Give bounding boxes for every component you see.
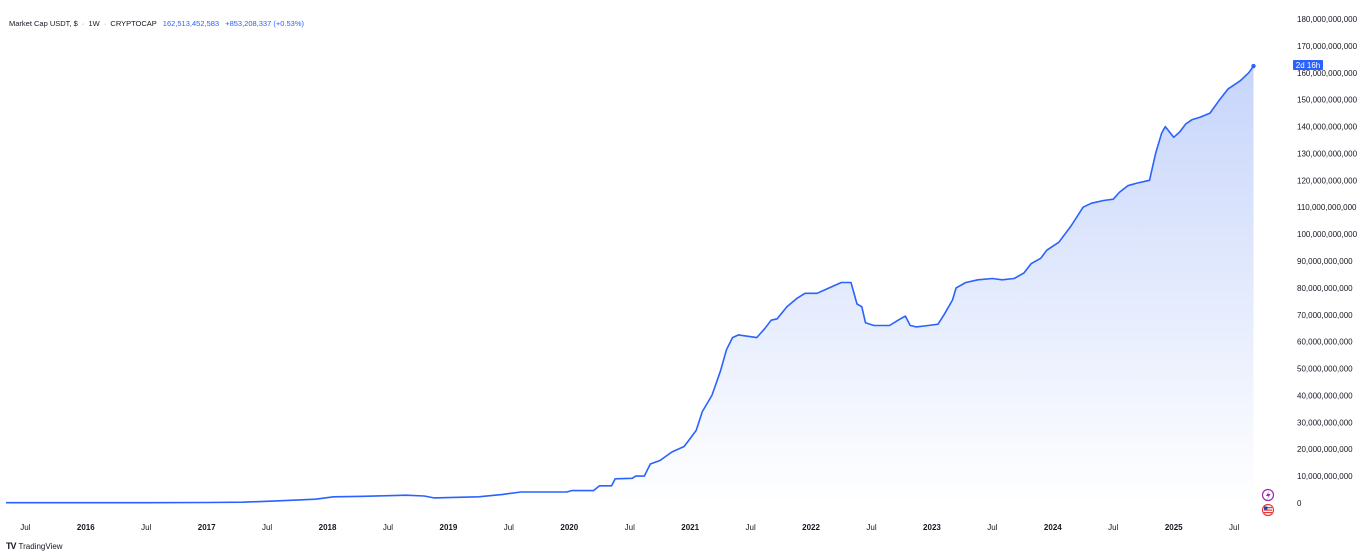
last-value: 162,513,452,583 <box>162 19 220 28</box>
lightning-event-icon-bolt <box>1266 491 1271 500</box>
flag-stripe <box>1264 512 1272 514</box>
x-tick-month-label: Jul <box>625 523 635 532</box>
y-axis[interactable]: 180,000,000,000 170,000,000,000 160,000,00… <box>1297 15 1358 508</box>
x-tick-year-label: 2023 <box>923 523 941 532</box>
exchange-label: CRYPTOCAP <box>110 19 157 28</box>
countdown-label: 2d 16h <box>1296 61 1320 70</box>
y-tick-label: 80,000,000,000 <box>1297 284 1353 293</box>
tradingview-attribution[interactable]: TV TradingView <box>6 541 63 551</box>
y-tick-label: 20,000,000,000 <box>1297 445 1353 454</box>
brand-label: TradingView <box>18 541 63 551</box>
countdown-tag: 2d 16h <box>1293 60 1323 71</box>
last-point-marker <box>1251 63 1256 69</box>
series-line[interactable] <box>6 65 1255 504</box>
y-tick-label: 60,000,000,000 <box>1297 338 1353 347</box>
plot-area[interactable] <box>6 63 1256 504</box>
chart-legend-header: Market Cap USDT, $ · 1W · CRYPTOCAP 162,… <box>9 19 304 28</box>
y-tick-label: 100,000,000,000 <box>1297 230 1358 239</box>
flag-stripe <box>1264 509 1272 511</box>
flag-stripe <box>1264 507 1272 509</box>
us-flag-event-icon[interactable] <box>1261 503 1275 517</box>
tradingview-logo-icon: TV <box>6 541 16 551</box>
countdown-tag-bg <box>1293 60 1323 71</box>
y-tick-label: 40,000,000,000 <box>1297 391 1353 400</box>
y-tick-label: 150,000,000,000 <box>1297 96 1358 105</box>
y-tick-label: 10,000,000,000 <box>1297 472 1353 481</box>
x-tick-year-label: 2016 <box>77 523 95 532</box>
y-tick-label: 50,000,000,000 <box>1297 365 1353 374</box>
x-tick-year-label: 2025 <box>1165 523 1183 532</box>
chart-overlay: 2d 16h <box>1261 60 1323 517</box>
y-tick-label: 110,000,000,000 <box>1297 203 1357 212</box>
x-tick-month-label: Jul <box>20 523 30 532</box>
separator: · <box>103 19 107 28</box>
x-tick-month-label: Jul <box>262 523 272 532</box>
y-tick-label: 140,000,000,000 <box>1297 123 1358 132</box>
change-value: +853,208,337 (+0.53%) <box>225 19 304 28</box>
y-tick-label: 180,000,000,000 <box>1297 15 1358 24</box>
x-tick-month-label: Jul <box>504 523 514 532</box>
separator: · <box>81 19 85 28</box>
y-tick-label: 90,000,000,000 <box>1297 257 1353 266</box>
interval-label[interactable]: 1W <box>88 19 100 28</box>
x-tick-month-label: Jul <box>866 523 876 532</box>
x-tick-month-label: Jul <box>383 523 393 532</box>
y-tick-label: 120,000,000,000 <box>1297 176 1358 185</box>
x-tick-month-label: Jul <box>987 523 997 532</box>
x-tick-year-label: 2022 <box>802 523 820 532</box>
y-tick-label: 30,000,000,000 <box>1297 418 1353 427</box>
x-tick-month-label: Jul <box>141 523 151 532</box>
x-tick-month-label: Jul <box>746 523 756 532</box>
x-tick-year-label: 2021 <box>681 523 699 532</box>
x-tick-month-label: Jul <box>1229 523 1239 532</box>
y-tick-label: 70,000,000,000 <box>1297 311 1353 320</box>
flag-canton <box>1264 506 1268 510</box>
x-tick-year-label: 2020 <box>560 523 578 532</box>
x-axis[interactable]: Jul 2016 Jul 2017 Jul 2018 Jul 2019 Jul 2020 Jul 20… <box>20 523 1239 532</box>
series-area-fill <box>6 66 1254 503</box>
symbol-label[interactable]: Market Cap USDT, $ <box>9 19 78 28</box>
x-tick-year-label: 2019 <box>440 523 458 532</box>
x-tick-year-label: 2017 <box>198 523 216 532</box>
x-tick-year-label: 2018 <box>319 523 337 532</box>
y-tick-label: 130,000,000,000 <box>1297 149 1358 158</box>
y-tick-label: 170,000,000,000 <box>1297 42 1358 51</box>
y-tick-label: 160,000,000,000 <box>1297 69 1358 78</box>
lightning-event-icon[interactable] <box>1261 488 1275 502</box>
x-tick-year-label: 2024 <box>1044 523 1062 532</box>
y-tick-label: 0 <box>1297 499 1302 508</box>
x-tick-month-label: Jul <box>1108 523 1118 532</box>
